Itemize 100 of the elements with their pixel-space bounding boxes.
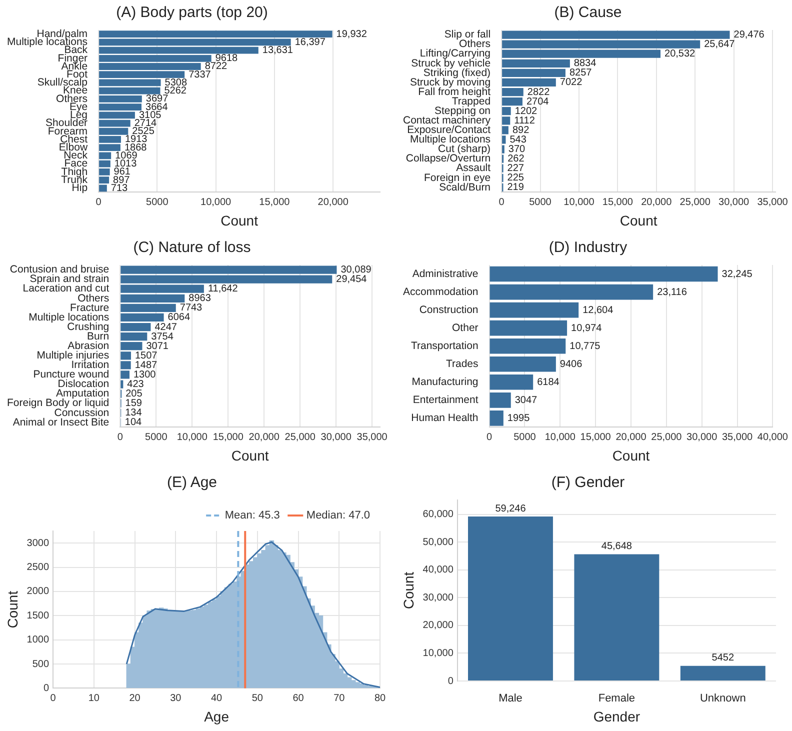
data-label: 12,604	[582, 304, 614, 316]
data-label: 104	[124, 417, 142, 428]
x-tick-label: 20,000	[248, 432, 280, 443]
y-tick-label: 2000	[26, 586, 50, 598]
y-tick-label: Hip	[72, 182, 88, 194]
data-label: 1202	[514, 106, 538, 117]
y-tick-label: Collapse/Overturn	[406, 152, 491, 165]
y-tick-label: Amputation	[56, 388, 110, 400]
y-tick-label: Fracture	[70, 302, 110, 314]
data-label: 262	[508, 154, 525, 165]
data-label: 225	[507, 172, 524, 184]
y-tick-label: Concussion	[54, 406, 110, 419]
y-tick-label: 1500	[26, 610, 50, 622]
bar	[490, 410, 504, 426]
x-tick-label: Unknown	[700, 692, 746, 705]
bar	[490, 356, 556, 372]
y-tick-label: 0	[43, 682, 50, 694]
data-label: 1487	[134, 360, 158, 371]
x-tick-label: 40,000	[757, 432, 788, 443]
bar	[490, 392, 511, 408]
y-tick-label: Other	[452, 322, 479, 334]
y-tick-label: Scald/Burn	[439, 181, 491, 194]
y-tick-label: 0	[448, 676, 454, 687]
data-label: 227	[507, 163, 524, 174]
data-label: 8257	[569, 68, 592, 79]
bar	[490, 302, 579, 318]
y-tick-label: Trapped	[452, 95, 491, 108]
data-label: 8834	[574, 58, 597, 70]
data-label: 1300	[133, 369, 156, 380]
data-label: 13,631	[262, 45, 294, 56]
x-tick-label: 30,000	[686, 432, 718, 443]
y-tick-label: Contact machinery	[402, 114, 492, 127]
data-label: 30,089	[340, 264, 372, 276]
x-tick-label: 20	[129, 692, 141, 704]
y-tick-label: Laceration and cut	[22, 282, 110, 295]
y-tick-label: Human Health	[411, 412, 478, 424]
x-tick-label: 5000	[146, 196, 169, 208]
x-tick-label: 5000	[529, 196, 552, 208]
data-label: 29,476	[734, 30, 765, 41]
y-tick-label: Foreign in eye	[424, 172, 491, 184]
y-tick-label: Irritation	[71, 359, 110, 372]
y-tick-label: 60,000	[422, 509, 454, 520]
y-tick-label: Trades	[446, 358, 478, 370]
data-label: 10,974	[571, 322, 602, 334]
y-tick-label: Assault	[456, 162, 491, 174]
x-tick-label: 10,000	[564, 196, 595, 208]
data-label: 219	[507, 182, 524, 194]
x-tick-label: 25,000	[284, 432, 316, 443]
chart-title: (D) Industry	[548, 239, 628, 256]
y-tick-label: 500	[32, 658, 50, 670]
data-label: 423	[127, 379, 144, 390]
data-label: 713	[110, 182, 128, 194]
x-tick-label: 10,000	[200, 196, 232, 208]
data-label: 4247	[154, 322, 178, 333]
data-label: 20,532	[664, 48, 696, 60]
data-label: 29,454	[336, 274, 368, 286]
data-label: 1507	[134, 350, 158, 362]
x-tick-label: 30,000	[320, 432, 352, 443]
x-tick-label: 10,000	[544, 432, 576, 443]
x-tick-label: 10,000	[176, 432, 208, 443]
x-tick-label: Female	[598, 692, 636, 705]
y-tick-label: Construction	[419, 304, 478, 316]
y-tick-label: Stepping on	[434, 104, 491, 117]
data-label: 2822	[527, 86, 550, 98]
y-tick-label: 1000	[26, 634, 50, 646]
bar	[490, 320, 568, 336]
x-tick-label: 15,000	[602, 196, 634, 208]
y-tick-label: Crushing	[67, 320, 110, 333]
x-axis-title: Count	[612, 447, 650, 464]
y-tick-label: Multiple locations	[28, 311, 110, 324]
x-tick-label: 10	[88, 692, 100, 704]
chart-title: (E) Age	[166, 474, 218, 492]
x-tick-label: 50	[252, 692, 264, 704]
x-axis-title: Age	[204, 708, 230, 724]
data-label: 45,648	[601, 541, 632, 552]
data-label: 1112	[514, 115, 536, 126]
data-label: 3754	[151, 331, 174, 342]
bar	[490, 374, 534, 390]
x-axis-title: Gender	[593, 708, 640, 724]
y-tick-label: Lifting/Carrying	[420, 48, 491, 60]
x-tick-label: 35,000	[757, 196, 788, 208]
y-axis-title: Count	[4, 590, 20, 628]
bar	[574, 554, 660, 680]
data-label: 134	[125, 408, 142, 419]
x-axis-title: Count	[231, 447, 269, 464]
data-label: 543	[510, 134, 527, 146]
data-label: 6184	[537, 376, 560, 388]
y-tick-label: 40,000	[422, 564, 454, 576]
data-label: 1995	[507, 412, 530, 424]
legend-label: Mean: 45.3	[224, 510, 280, 522]
data-label: 892	[512, 124, 530, 136]
x-axis-title: Count	[620, 212, 658, 228]
x-tick-label: 5000	[514, 432, 536, 443]
x-tick-label: 25,000	[680, 196, 711, 208]
data-label: 159	[125, 398, 142, 410]
y-tick-label: Administrative	[412, 268, 478, 280]
x-axis-title: Count	[220, 212, 258, 228]
x-tick-label: 20,000	[641, 196, 672, 208]
x-tick-label: 15,000	[259, 196, 290, 208]
y-tick-label: Fall from height	[418, 86, 491, 98]
